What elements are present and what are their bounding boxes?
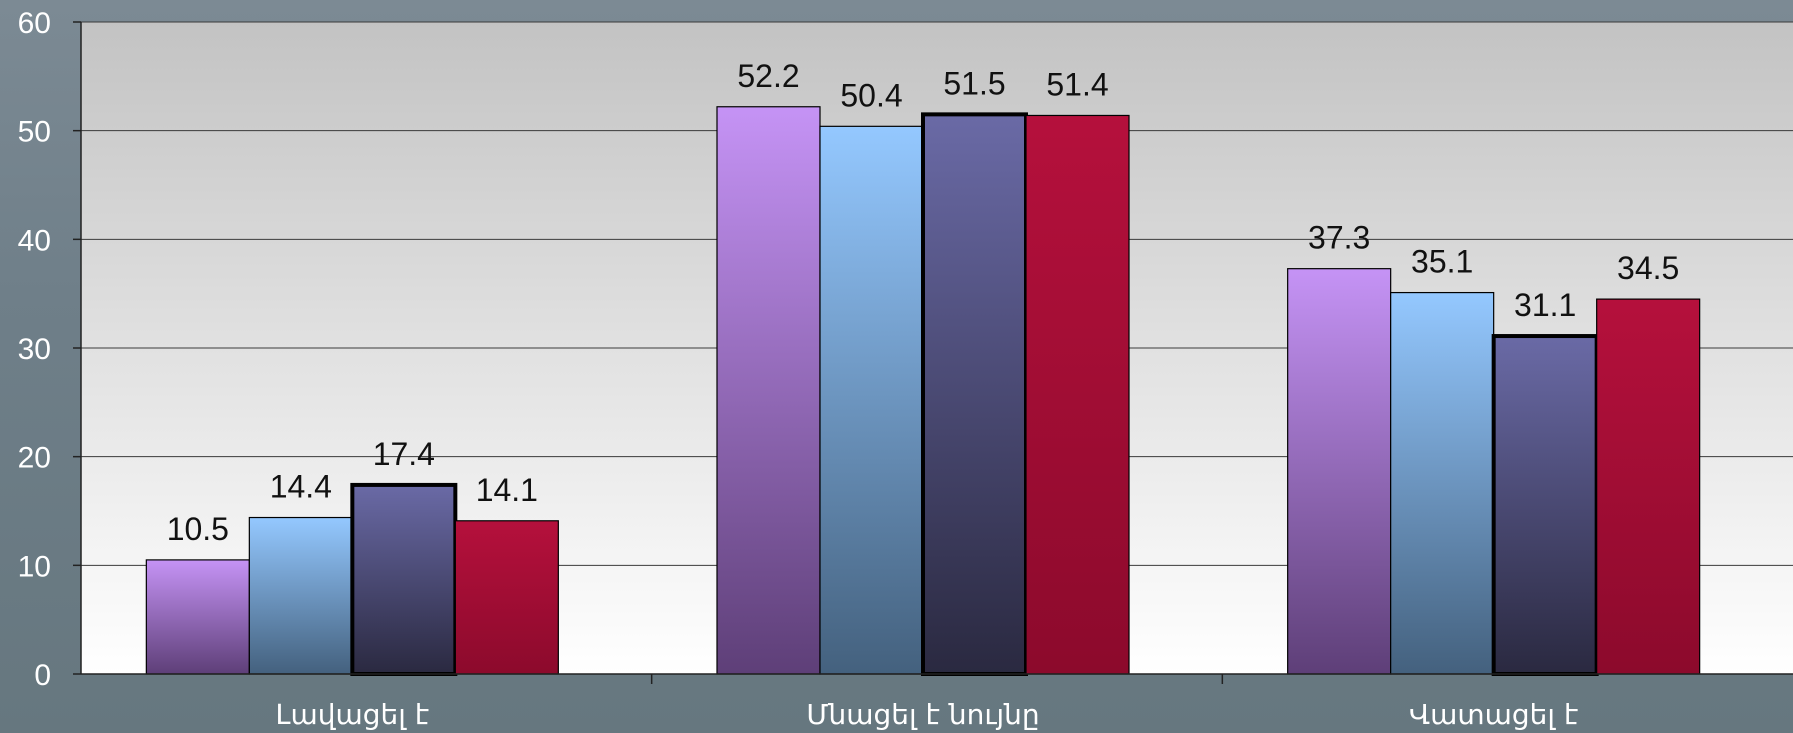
data-label: 50.4	[840, 77, 902, 113]
y-tick-label: 20	[18, 442, 51, 475]
bar	[921, 112, 1028, 677]
data-label: 14.1	[476, 472, 538, 508]
data-label: 35.1	[1411, 244, 1473, 280]
bar	[1596, 298, 1701, 675]
y-tick-label: 0	[34, 659, 51, 692]
bar	[819, 125, 924, 675]
x-category-label: Վատացել է	[1409, 698, 1578, 731]
data-labels: 10.5 14.4 17.4 14.1 52.2 50.4 51.5 51.4 37.3 35.1…	[167, 58, 1680, 547]
x-category-label: Մնացել է նույնը	[806, 698, 1039, 731]
bar	[1491, 334, 1599, 676]
bar	[716, 106, 821, 675]
data-label: 34.5	[1617, 250, 1679, 286]
bar	[1390, 291, 1495, 675]
bar	[145, 559, 250, 675]
bar	[454, 520, 559, 675]
data-label: 17.4	[373, 436, 435, 472]
bars	[145, 106, 1701, 677]
data-label: 10.5	[167, 511, 229, 547]
y-tick-label: 60	[18, 7, 51, 40]
data-label: 51.5	[943, 65, 1005, 101]
data-label: 52.2	[737, 58, 799, 94]
data-label: 51.4	[1046, 66, 1108, 102]
axes: 0 10 20 30 40 50 60 Լավացել է Մնացել է նույնը Վատ…	[18, 7, 1793, 731]
x-category-label: Լավացել է	[276, 698, 430, 731]
bar	[248, 516, 353, 675]
y-tick-label: 50	[18, 116, 51, 149]
y-tick-label: 40	[18, 224, 51, 257]
bar	[1025, 114, 1130, 675]
bar	[1287, 268, 1392, 675]
bar	[350, 482, 458, 677]
y-tick-label: 10	[18, 550, 51, 583]
y-tick-label: 30	[18, 333, 51, 366]
data-label: 31.1	[1514, 287, 1576, 323]
data-label: 14.4	[270, 469, 332, 505]
data-label: 37.3	[1308, 220, 1370, 256]
